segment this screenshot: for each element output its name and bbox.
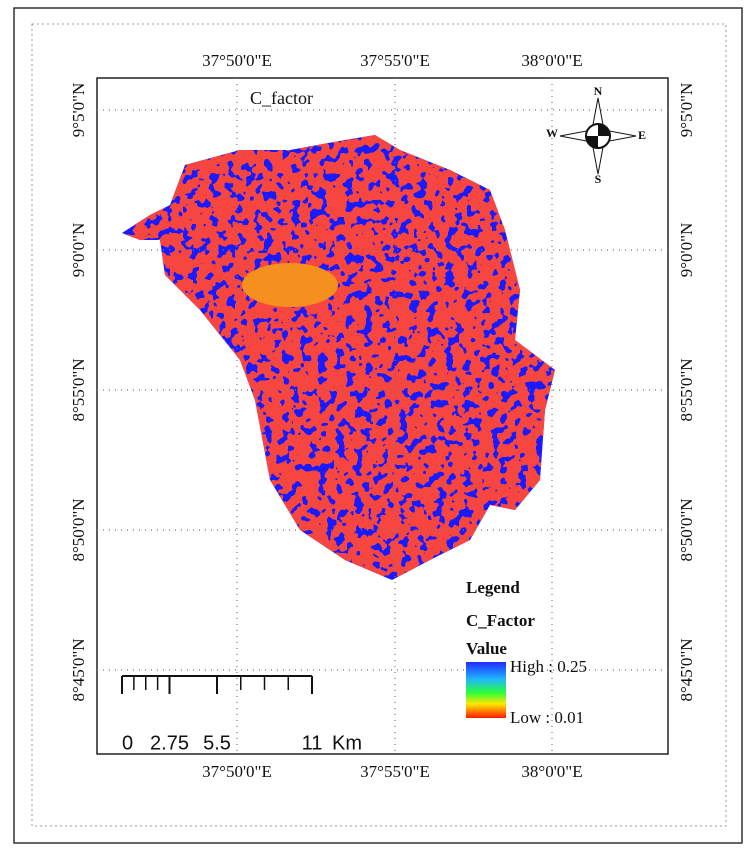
right-coord-label: 8°45'0"N (677, 638, 696, 701)
right-coord-label: 8°50'0"N (677, 498, 696, 561)
compass: N S E W (546, 84, 646, 186)
left-coord-label: 9°5'0"N (69, 83, 88, 138)
scale-label: 2.75 (150, 732, 189, 754)
compass-e: E (638, 128, 646, 142)
scale-unit: Km (332, 732, 362, 754)
top-coord-label: 38°0'0"E (521, 51, 582, 70)
bottom-coord-label: 37°55'0"E (360, 762, 430, 781)
outer-border (13, 7, 743, 844)
legend-layer: C_Factor (466, 611, 535, 630)
scale-label: 11 (302, 732, 323, 754)
legend-ramp (466, 662, 506, 718)
left-coord-label: 8°50'0"N (69, 498, 88, 561)
legend: Legend C_Factor Value High : 0.25 Low : … (466, 578, 587, 727)
compass-n: N (594, 84, 603, 98)
map-title: C_factor (250, 88, 313, 108)
legend-high: High : 0.25 (510, 657, 587, 676)
right-coord-label: 9°5'0"N (677, 83, 696, 138)
bottom-coord-label: 37°50'0"E (202, 762, 272, 781)
scale-bar: 0 2.75 5.5 11 Km (121, 675, 362, 754)
legend-field: Value (466, 639, 507, 658)
scale-label: 0 (122, 732, 133, 754)
watershed (122, 135, 555, 580)
left-coord-label: 8°55'0"N (69, 358, 88, 421)
left-coord-label: 8°45'0"N (69, 638, 88, 701)
compass-w: W (546, 126, 558, 140)
bottom-coord-label: 38°0'0"E (521, 762, 582, 781)
legend-low: Low : 0.01 (510, 708, 584, 727)
top-coord-label: 37°55'0"E (360, 51, 430, 70)
compass-s: S (595, 172, 602, 186)
scale-label: 5.5 (203, 732, 231, 754)
left-coord-label: 9°0'0"N (69, 223, 88, 278)
top-coord-label: 37°50'0"E (202, 51, 272, 70)
map-frame (96, 77, 669, 755)
inner-border (31, 23, 727, 827)
right-coord-label: 8°55'0"N (677, 358, 696, 421)
right-coord-label: 9°0'0"N (677, 223, 696, 278)
legend-title: Legend (466, 578, 520, 597)
